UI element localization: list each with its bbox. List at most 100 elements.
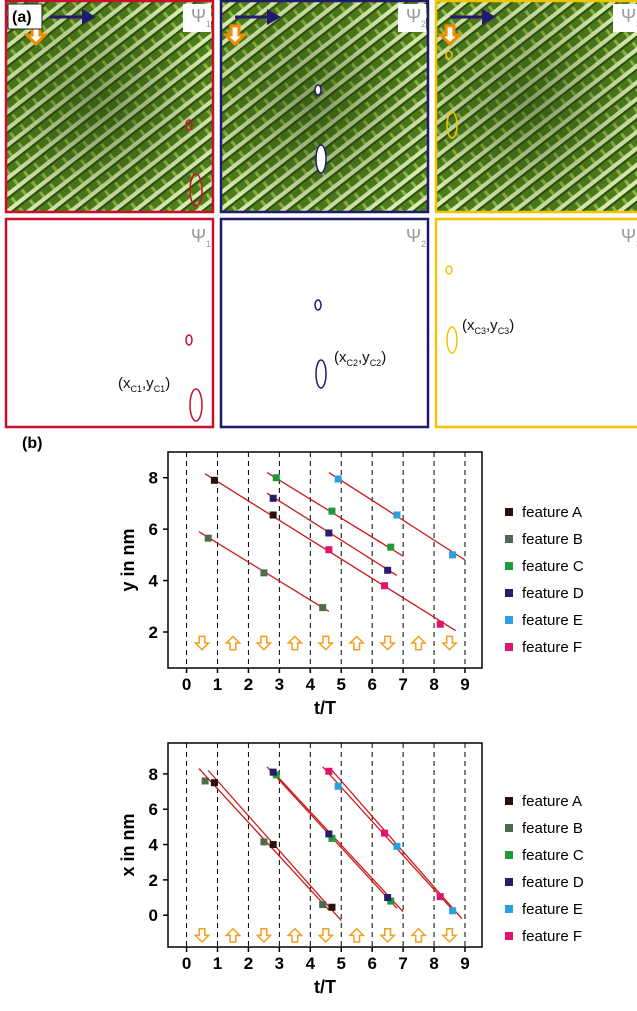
data-point xyxy=(204,534,212,542)
scan-arrow xyxy=(379,635,397,651)
scan-arrow xyxy=(441,927,458,944)
contour xyxy=(315,359,327,389)
data-point xyxy=(381,829,389,837)
data-point xyxy=(334,475,342,483)
data-point xyxy=(260,569,268,577)
legend-label: feature D xyxy=(522,874,584,891)
x-axis-label: t/T xyxy=(314,977,336,997)
data-point xyxy=(210,476,218,484)
plot-frame xyxy=(167,742,483,948)
x-axis-label: t/T xyxy=(314,698,336,718)
y-tick-label: 2 xyxy=(149,623,158,642)
legend-label: feature E xyxy=(522,901,583,918)
x-tick-label: 4 xyxy=(306,954,316,973)
data-point xyxy=(269,768,277,776)
contour-frame xyxy=(434,217,637,429)
scan-arrow xyxy=(286,927,304,943)
psi-label-bg xyxy=(613,4,637,32)
contour xyxy=(314,299,322,311)
legend-label: feature A xyxy=(522,504,582,521)
data-point xyxy=(319,901,327,909)
image-frame xyxy=(219,0,430,214)
label-part: (x xyxy=(462,317,475,334)
legend-label: feature E xyxy=(522,612,583,629)
psi-symbol: Ψ xyxy=(191,6,206,26)
data-point xyxy=(328,903,336,911)
contour xyxy=(185,119,193,131)
contour xyxy=(189,388,203,422)
contour xyxy=(185,334,193,346)
contour xyxy=(446,111,458,139)
scan-arrow xyxy=(224,927,242,943)
scan-arrow xyxy=(348,927,366,943)
x-tick-label: 0 xyxy=(182,675,191,694)
x-tick-label: 4 xyxy=(306,675,316,694)
psi-label-bg xyxy=(183,4,211,32)
psi-label: Ψ2 xyxy=(406,6,426,29)
y-axis-label: x in nm xyxy=(118,813,138,876)
label-part: ,y xyxy=(142,375,154,392)
label-subscript: C2 xyxy=(347,358,359,368)
x-tick-label: 2 xyxy=(244,675,253,694)
label-part: ,y xyxy=(358,349,370,366)
legend-swatch xyxy=(505,508,513,516)
legend-swatch xyxy=(505,905,513,913)
legend-swatch xyxy=(505,797,513,805)
psi-label: Ψ3 xyxy=(621,6,637,29)
contour xyxy=(189,173,203,207)
label-part: ) xyxy=(381,349,386,366)
label-part: (x xyxy=(334,349,347,366)
y-tick-label: 4 xyxy=(149,836,159,855)
image-frame xyxy=(4,0,215,214)
contour-label: (xC3,yC3) xyxy=(462,317,514,336)
psi-symbol: Ψ xyxy=(406,226,421,246)
x-tick-label: 6 xyxy=(367,954,376,973)
y-tick-label: 0 xyxy=(149,906,158,925)
label-subscript: C1 xyxy=(154,384,166,394)
psi-symbol: Ψ xyxy=(621,6,636,26)
data-point xyxy=(449,907,457,915)
legend-label: feature D xyxy=(522,585,584,602)
scan-arrow xyxy=(224,635,242,651)
data-point xyxy=(328,507,336,515)
x-tick-label: 8 xyxy=(429,675,438,694)
scan-arrow-head xyxy=(267,9,281,25)
scan-direction-icon xyxy=(437,24,463,47)
label-part: (x xyxy=(118,375,131,392)
psi-label: Ψ1 xyxy=(191,6,211,29)
y-tick-label: 2 xyxy=(149,871,158,890)
scan-arrow xyxy=(317,927,335,944)
legend-label: feature C xyxy=(522,847,584,864)
data-point xyxy=(436,893,444,901)
x-tick-label: 7 xyxy=(398,675,407,694)
psi-index: 1 xyxy=(206,19,211,29)
contour-label: (xC2,yC2) xyxy=(334,349,386,368)
data-point xyxy=(260,838,268,846)
scan-arrow xyxy=(193,635,211,651)
legend-swatch xyxy=(505,535,513,543)
contour xyxy=(446,326,458,354)
panel-label-bg xyxy=(7,3,43,30)
contour-frame xyxy=(219,217,430,429)
x-tick-label: 6 xyxy=(367,675,376,694)
data-point xyxy=(387,897,395,905)
psi-index: 2 xyxy=(421,239,426,249)
x-tick-label: 5 xyxy=(337,954,346,973)
x-tick-label: 2 xyxy=(244,954,253,973)
label-subscript: C3 xyxy=(475,326,487,336)
y-tick-label: 6 xyxy=(149,520,158,539)
label-subscript: C1 xyxy=(131,384,143,394)
legend-swatch xyxy=(505,851,513,859)
data-point xyxy=(325,529,333,537)
x-tick-label: 8 xyxy=(429,954,438,973)
fit-line xyxy=(269,768,404,913)
scan-arrow xyxy=(410,635,428,651)
data-point xyxy=(325,830,333,838)
psi-index: 2 xyxy=(421,19,426,29)
scan-arrow-head xyxy=(482,9,496,25)
contour-frame xyxy=(4,217,215,429)
legend-swatch xyxy=(505,589,513,597)
scan-arrow xyxy=(317,635,335,651)
y-tick-label: 8 xyxy=(149,765,158,784)
